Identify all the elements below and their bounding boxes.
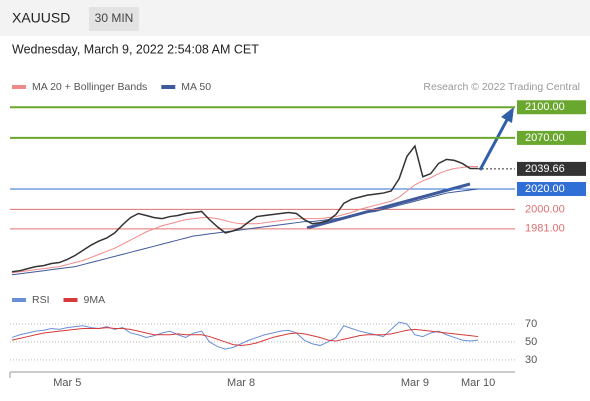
symbol: XAUUSD	[12, 10, 70, 26]
price-tag	[517, 100, 586, 115]
price-tag	[517, 181, 586, 196]
header-bar	[0, 0, 590, 36]
price-tag	[517, 161, 586, 176]
legend-label: RSI	[32, 294, 50, 306]
price-line	[11, 144, 479, 273]
legend-swatch	[12, 85, 26, 89]
price-label: 1981.00	[525, 223, 565, 235]
x-tick-label: Mar 9	[401, 377, 429, 389]
legend-swatch	[161, 85, 176, 89]
x-tick-label: Mar 10	[461, 377, 495, 389]
x-tick-label: Mar 5	[53, 377, 81, 389]
arrow-head	[501, 107, 514, 123]
price-label: 2070.00	[525, 132, 565, 144]
series-line	[11, 166, 479, 274]
y-tick-label: 50	[525, 336, 537, 348]
trend-line	[306, 182, 471, 230]
y-tick-label: 30	[525, 354, 537, 366]
series-line	[11, 321, 479, 350]
y-tick-label: 70	[525, 318, 537, 330]
legend-swatch	[12, 298, 26, 302]
price-tag	[517, 130, 586, 145]
series-line	[11, 188, 479, 276]
datetime: Wednesday, March 9, 2022 2:54:08 AM CET	[12, 42, 259, 56]
legend-swatch	[63, 298, 78, 302]
price-label: 2039.66	[525, 163, 565, 175]
series-line	[11, 327, 479, 347]
legend-label: MA 50	[181, 81, 211, 93]
legend-label: 9MA	[84, 294, 106, 306]
arrow	[478, 117, 510, 171]
legend-label: MA 20 + Bollinger Bands	[32, 81, 147, 93]
interval[interactable]: 30 MIN	[95, 11, 134, 25]
credit: Research © 2022 Trading Central	[423, 81, 580, 93]
price-label: 2100.00	[525, 101, 565, 113]
interval-badge[interactable]	[89, 7, 139, 31]
x-tick-label: Mar 8	[227, 377, 255, 389]
price-label: 2020.00	[525, 183, 565, 195]
price-label: 2000.00	[525, 203, 565, 215]
